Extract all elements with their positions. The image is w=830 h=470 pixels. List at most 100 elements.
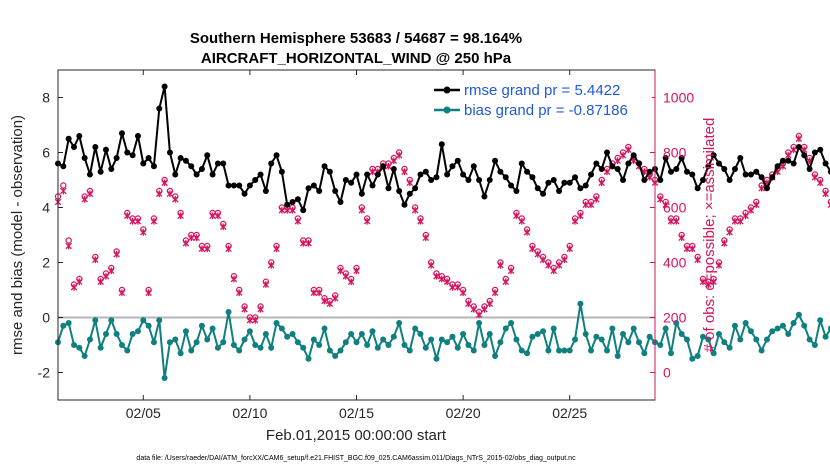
obs-assimilated-marker (443, 278, 451, 286)
bias-point (332, 353, 339, 359)
bias-point (433, 355, 440, 362)
bias-point (241, 336, 248, 343)
rmse-point (657, 177, 664, 183)
bias-point (556, 347, 563, 354)
x-tick-label: 02/10 (232, 405, 267, 421)
y-tick-label-left: -2 (38, 365, 51, 381)
rmse-point (433, 174, 440, 181)
obs-assimilated-marker (449, 283, 456, 291)
legend-box (430, 78, 652, 120)
rmse-point (150, 163, 157, 170)
rmse-point (92, 144, 99, 150)
rmse-point (667, 168, 674, 175)
data-file-footnote: data file: /Users/raeder/DAI/ATM_forcXX/… (136, 455, 576, 462)
rmse-point (763, 185, 770, 192)
bias-point (337, 347, 344, 354)
rmse-point (444, 171, 451, 178)
rmse-point (198, 166, 205, 172)
rmse-point (236, 182, 243, 189)
y-tick-label-right: 200 (663, 310, 687, 326)
rmse-point (348, 179, 355, 186)
bias-point (134, 328, 141, 335)
obs-assimilated-marker (737, 217, 744, 225)
obs-assimilated-marker (577, 212, 584, 220)
rmse-point (572, 174, 579, 181)
rmse-point (604, 149, 611, 156)
bias-point (385, 342, 392, 348)
rmse-point (204, 152, 211, 159)
obs-assimilated-marker (459, 289, 467, 297)
obs-assimilated-marker (811, 173, 819, 181)
obs-assimilated-marker (166, 190, 174, 198)
bias-point (124, 347, 131, 354)
rmse-point (300, 207, 307, 214)
obs-assimilated-marker (486, 300, 494, 308)
bias-point (188, 347, 195, 354)
rmse-point (721, 166, 728, 172)
rmse-point (705, 163, 712, 170)
rmse-point (769, 174, 776, 181)
obs-assimilated-marker (337, 267, 344, 275)
bias-point (326, 347, 333, 354)
rmse-point (556, 188, 563, 194)
bias-point (278, 325, 285, 332)
bias-point (550, 325, 557, 332)
rmse-point (795, 144, 802, 150)
bias-point (321, 325, 328, 332)
bias-point (753, 336, 760, 343)
y-tick-label-left: 0 (42, 310, 50, 326)
obs-assimilated-marker (209, 212, 216, 220)
bias-point (598, 336, 605, 343)
x-tick-label: 02/15 (339, 405, 374, 421)
bias-point (577, 300, 584, 307)
rmse-point (156, 105, 163, 112)
rmse-point (145, 155, 152, 161)
rmse-point (758, 174, 765, 181)
obs-assimilated-marker (433, 272, 440, 280)
bias-point (305, 355, 312, 362)
bias-point (300, 344, 307, 351)
bias-point (822, 333, 829, 340)
bias-point (726, 344, 733, 351)
rmse-point (620, 177, 627, 183)
rmse-point (289, 199, 296, 205)
obs-assimilated-marker (545, 261, 552, 269)
rmse-point (625, 160, 632, 167)
obs-assimilated-marker (555, 261, 563, 269)
obs-assimilated-marker (134, 217, 142, 225)
rmse-point (678, 155, 685, 161)
bias-point (220, 339, 227, 346)
y-tick-label-left: 6 (42, 145, 50, 161)
rmse-point (673, 166, 680, 172)
bias-point (769, 328, 776, 335)
rmse-point (406, 190, 413, 197)
obs-assimilated-marker (385, 162, 392, 170)
obs-assimilated-marker (353, 267, 360, 275)
rmse-point (518, 160, 525, 167)
bias-point (593, 333, 600, 340)
bias-point (422, 344, 429, 351)
obs-assimilated-marker (529, 245, 536, 253)
rmse-point (81, 155, 88, 161)
y-tick-label-left: 8 (42, 90, 50, 106)
obs-assimilated-marker (60, 187, 67, 195)
legend: rmse grand pr = 5.4422 bias grand pr = -… (430, 78, 652, 120)
obs-assimilated-marker (657, 195, 664, 203)
bias-point (214, 344, 221, 351)
obs-assimilated-marker (369, 168, 376, 176)
x-axis: 02/05 02/10 02/15 02/20 02/25 (126, 70, 587, 421)
obs-assimilated-marker (747, 206, 755, 214)
x-tick-label: 02/25 (552, 405, 587, 421)
obs-assimilated-marker (294, 217, 302, 225)
rmse-point (108, 166, 115, 172)
bias-point (97, 344, 104, 351)
rmse-point (694, 185, 701, 192)
obs-assimilated-marker (395, 151, 403, 159)
bias-point (572, 336, 579, 343)
rmse-point (428, 177, 435, 183)
bias-point (470, 347, 477, 354)
rmse-point (726, 177, 733, 183)
obs-assimilated-marker (347, 278, 355, 286)
obs-assimilated-marker (683, 245, 691, 253)
bias-point (268, 344, 275, 351)
